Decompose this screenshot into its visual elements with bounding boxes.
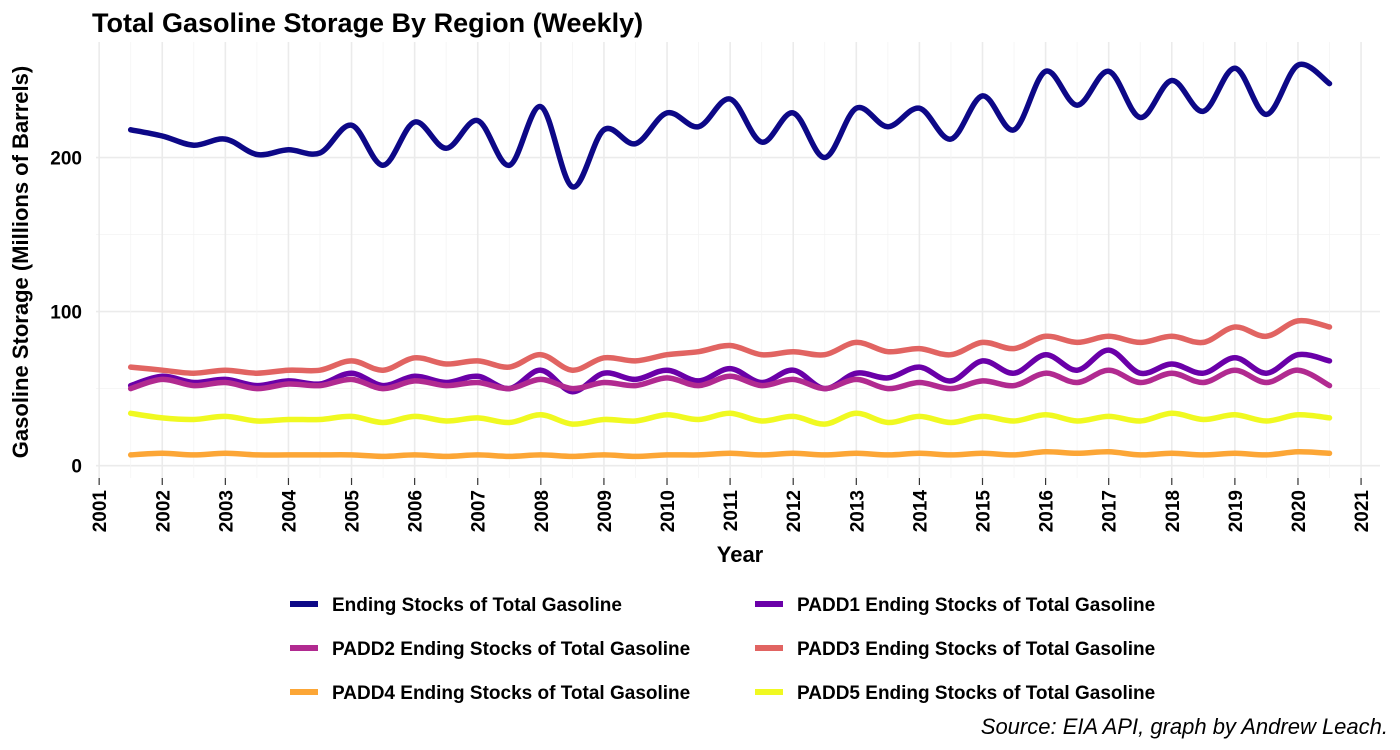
series-line-5 [127,449,1333,460]
x-tick-label: 2009 [595,490,616,532]
x-tick-label: 2020 [1289,490,1310,532]
x-tick-label: 2016 [1037,490,1058,532]
y-axis: 0 100 200 [50,149,82,478]
series-lines [127,61,1333,460]
y-tick-label: 200 [50,149,82,170]
x-tick-label: 2004 [279,490,300,533]
legend-label-6: PADD5 Ending Stocks of Total Gasoline [797,683,1155,704]
x-tick-label: 2011 [721,490,742,532]
legend-label-2: PADD1 Ending Stocks of Total Gasoline [797,595,1155,616]
x-axis: 2001 2002 2003 2004 2005 2006 2007 2008 2009 2010… [90,478,1373,532]
series-line-3 [127,367,1333,392]
x-tick-label: 2017 [1100,490,1121,532]
y-axis-title: Gasoline Storage (Millions of Barrels) [8,66,33,458]
x-tick-label: 2008 [532,490,553,532]
y-tick-label: 100 [50,303,82,324]
series-line-1 [127,61,1333,190]
x-tick-label: 2005 [343,490,364,533]
x-tick-label: 2021 [1352,490,1373,533]
series-line-6 [127,410,1333,427]
x-tick-label: 2018 [1163,490,1184,532]
y-tick-label: 0 [71,457,82,478]
x-tick-label: 2015 [973,490,994,533]
x-tick-label: 2007 [469,490,490,532]
legend-label-5: PADD4 Ending Stocks of Total Gasoline [332,683,690,704]
series-line-4 [127,317,1333,376]
x-tick-label: 2001 [90,490,111,533]
x-tick-label: 2002 [153,490,174,532]
x-tick-label: 2019 [1226,490,1247,532]
chart-title: Total Gasoline Storage By Region (Weekly… [92,8,643,38]
grid [96,42,1380,478]
x-tick-label: 2010 [658,490,679,532]
x-tick-label: 2014 [910,490,931,533]
legend: Ending Stocks of Total Gasoline PADD1 End… [290,595,1155,704]
chart-caption: Source: EIA API, graph by Andrew Leach. [981,714,1388,739]
x-tick-label: 2006 [406,490,427,532]
x-tick-label: 2013 [847,490,868,532]
legend-label-3: PADD2 Ending Stocks of Total Gasoline [332,639,690,660]
legend-label-1: Ending Stocks of Total Gasoline [332,595,622,616]
x-axis-title: Year [717,542,764,567]
x-tick-label: 2003 [216,490,237,532]
x-tick-label: 2012 [784,490,805,532]
legend-label-4: PADD3 Ending Stocks of Total Gasoline [797,639,1155,660]
